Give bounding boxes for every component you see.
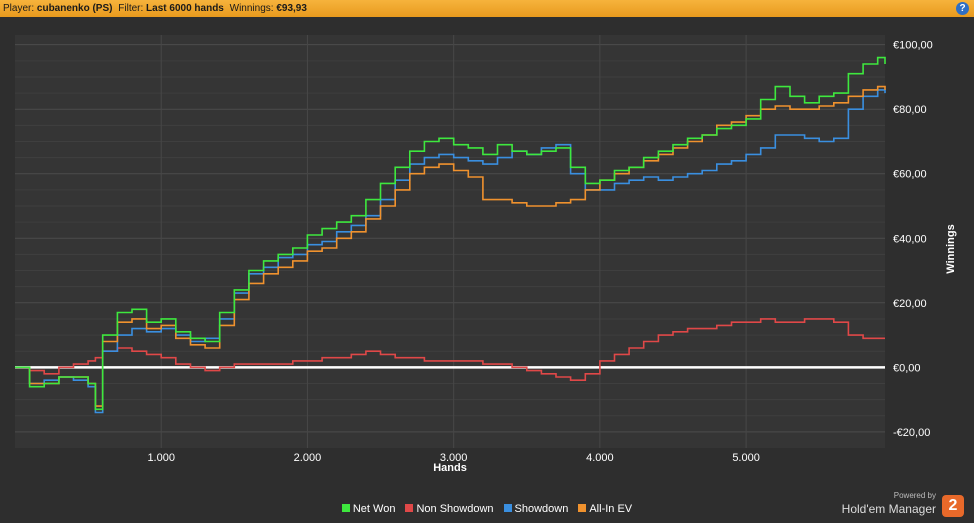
legend-label: Net Won — [352, 503, 396, 515]
y-axis-title: Winnings — [945, 224, 957, 273]
winnings-graph: 1.000 2.000 3.000 4.000 5.000 -€20,00 €0,00 €2… — [15, 35, 957, 474]
legend-label: Showdown — [514, 503, 569, 515]
series-layer — [15, 56, 886, 414]
y-tick-label: -€20,00 — [893, 427, 930, 439]
y-tick-label: €60,00 — [893, 169, 927, 181]
legend-item-non-showdown[interactable]: Non Showdown — [405, 503, 494, 515]
legend-item-all-in-ev[interactable]: All-In EV — [578, 503, 632, 515]
hm2-logo-icon: 2 — [942, 495, 964, 517]
legend-label: All-In EV — [589, 503, 633, 515]
y-tick-label: €40,00 — [893, 233, 927, 245]
y-tick-label: €0,00 — [893, 362, 921, 374]
y-tick-label: €80,00 — [893, 104, 927, 116]
legend-label: Non Showdown — [416, 503, 494, 515]
y-tick-label: €20,00 — [893, 298, 927, 310]
x-tick-label: 4.000 — [586, 452, 614, 464]
player-value: cubanenko (PS) — [36, 3, 113, 14]
filter-label: Filter: — [118, 3, 144, 14]
x-tick-label: 5.000 — [732, 452, 760, 464]
x-tick-label: 1.000 — [147, 452, 175, 464]
branding: Powered by Hold'em Manager 2 — [834, 491, 964, 519]
legend-swatch — [503, 504, 512, 512]
powered-by-text: Powered by — [893, 491, 936, 500]
y-tick-label: €100,00 — [893, 40, 933, 52]
player-label: Player: — [3, 3, 35, 14]
series-line-net-won — [15, 56, 886, 411]
x-axis-ticks: 1.000 2.000 3.000 4.000 5.000 — [147, 452, 759, 464]
title-bar: Player: cubanenko (PS) Filter: Last 6000… — [0, 0, 974, 17]
legend-swatch — [405, 504, 414, 512]
legend: Net Won Non Showdown Showdown All-In EV — [0, 503, 974, 517]
legend-item-net-won[interactable]: Net Won — [341, 503, 396, 515]
product-name: Hold'em Manager — [841, 502, 936, 516]
y-axis-ticks: -€20,00 €0,00 €20,00 €40,00 €60,00 €80,00 €100… — [893, 40, 933, 439]
help-icon[interactable]: ? — [956, 2, 969, 15]
filter-value: Last 6000 hands — [146, 3, 224, 14]
x-tick-label: 2.000 — [294, 452, 322, 464]
series-line-non-showdown — [15, 318, 885, 381]
winnings-value: €93,93 — [276, 3, 307, 14]
legend-item-showdown[interactable]: Showdown — [503, 503, 569, 515]
winnings-label: Winnings: — [229, 3, 274, 14]
legend-swatch — [341, 504, 350, 512]
plot-area — [15, 35, 885, 448]
grid — [15, 35, 885, 448]
x-axis-title: Hands — [433, 462, 467, 474]
x-tick-label: 3.000 — [440, 452, 468, 464]
legend-swatch — [578, 504, 587, 512]
series-line-showdown — [15, 89, 886, 414]
